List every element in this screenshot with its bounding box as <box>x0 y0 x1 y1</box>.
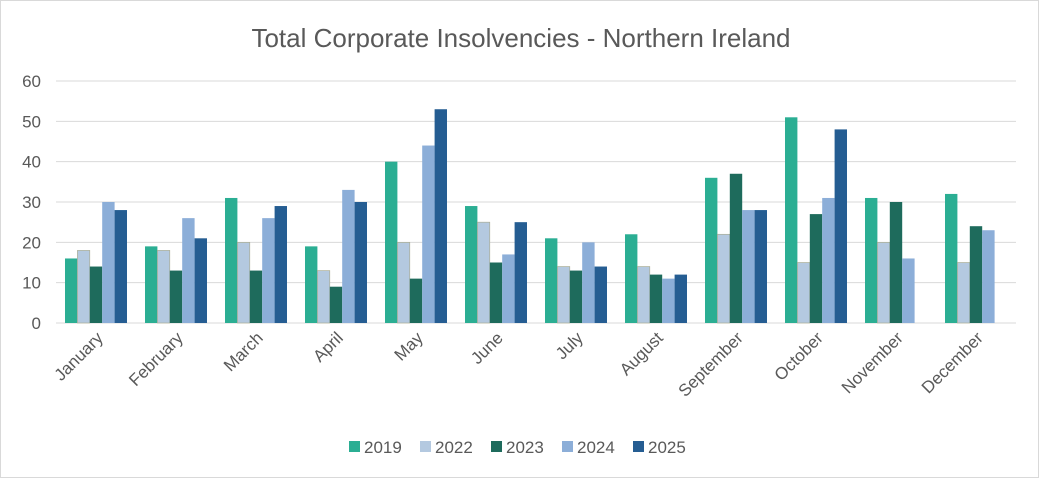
bar-2019-february <box>145 246 158 323</box>
bar-2025-october <box>834 129 847 323</box>
bar-2022-january <box>77 250 91 324</box>
bar-2019-december <box>945 193 958 323</box>
bar-2023-february <box>169 270 183 323</box>
bar-2019-november <box>865 197 878 323</box>
bar-2022-july <box>557 266 571 324</box>
x-tick-label: September <box>675 328 747 400</box>
legend-item-2022: 2022 <box>420 438 473 457</box>
y-tick-label: 10 <box>22 274 41 293</box>
bar-2025-may <box>434 109 447 323</box>
bar-2023-july <box>569 270 583 323</box>
bar-2023-january <box>89 266 103 323</box>
bar-2025-march <box>274 206 287 323</box>
bar-2022-june <box>477 221 491 324</box>
legend-item-2019: 2019 <box>349 438 402 457</box>
bar-2023-september <box>729 173 743 323</box>
y-tick-label: 50 <box>22 112 41 131</box>
bar-2025-june <box>514 222 527 323</box>
x-tick-label: January <box>51 328 108 385</box>
bar-2024-may <box>422 145 435 323</box>
bar-2019-october <box>785 117 798 323</box>
bar-2022-november <box>877 242 891 324</box>
legend-label: 2023 <box>506 438 544 457</box>
bar-2024-july <box>582 242 595 323</box>
bar-2022-october <box>797 262 811 324</box>
bar-2025-january <box>114 210 127 323</box>
bar-2025-august <box>674 274 687 323</box>
legend-label: 2025 <box>648 438 686 457</box>
bar-2022-august <box>637 266 651 324</box>
y-tick-label: 20 <box>22 233 41 252</box>
bar-2019-may <box>385 161 398 323</box>
chart-title: Total Corporate Insolvencies - Northern … <box>251 23 790 53</box>
bar-2022-february <box>157 250 171 324</box>
legend-label: 2019 <box>364 438 402 457</box>
bar-2019-january <box>65 258 78 323</box>
bar-2022-december <box>957 262 971 324</box>
x-tick-label: November <box>838 328 907 397</box>
bar-2019-july <box>545 238 558 323</box>
legend-swatch <box>420 441 431 452</box>
bar-2024-october <box>822 197 835 323</box>
legend-label: 2022 <box>435 438 473 457</box>
x-tick-label: May <box>391 328 427 364</box>
bar-2023-march <box>249 270 263 323</box>
bar-2025-july <box>594 266 607 323</box>
x-tick-label: June <box>467 328 507 368</box>
x-tick-label: February <box>125 328 187 390</box>
bar-2023-november <box>889 202 903 323</box>
bar-2025-september <box>754 210 767 323</box>
bar-2023-june <box>489 262 503 323</box>
bar-2019-april <box>305 246 318 323</box>
legend-item-2024: 2024 <box>562 438 615 457</box>
y-tick-label: 30 <box>22 193 41 212</box>
bar-2022-march <box>237 242 251 324</box>
legend-swatch <box>349 441 360 452</box>
bar-2019-september <box>705 177 718 323</box>
x-tick-label: December <box>918 328 987 397</box>
bar-2023-december <box>969 226 983 323</box>
legend-item-2025: 2025 <box>633 438 686 457</box>
legend-label: 2024 <box>577 438 615 457</box>
legend-swatch <box>633 441 644 452</box>
bar-2019-june <box>465 206 478 323</box>
legend-swatch <box>562 441 573 452</box>
bar-2022-may <box>397 242 411 324</box>
y-tick-label: 60 <box>22 72 41 91</box>
x-tick-label: August <box>616 328 667 379</box>
bar-2024-november <box>902 258 915 323</box>
bar-2025-april <box>354 202 367 323</box>
bar-2023-may <box>409 278 423 323</box>
bar-2024-march <box>262 218 275 323</box>
bar-2024-january <box>102 202 115 323</box>
bar-2024-december <box>982 230 995 323</box>
legend-item-2023: 2023 <box>491 438 544 457</box>
bar-2024-september <box>742 210 755 323</box>
bar-2024-april <box>342 189 355 323</box>
bar-2022-september <box>717 233 731 324</box>
bar-2024-june <box>502 254 515 323</box>
bar-2025-february <box>194 238 207 323</box>
x-tick-label: March <box>220 328 267 375</box>
bar-2019-march <box>225 197 238 323</box>
bar-2024-august <box>662 278 675 323</box>
legend-swatch <box>491 441 502 452</box>
y-tick-label: 0 <box>32 314 41 333</box>
x-tick-label: April <box>309 328 346 365</box>
bar-2019-august <box>625 234 638 323</box>
bar-2022-april <box>317 270 331 324</box>
bar-2023-october <box>809 214 823 323</box>
x-tick-label: July <box>552 328 587 363</box>
bar-2024-february <box>182 218 195 323</box>
y-tick-label: 40 <box>22 153 41 172</box>
x-tick-label: October <box>771 328 827 384</box>
bar-2023-august <box>649 274 663 323</box>
bar-2023-april <box>329 286 343 323</box>
